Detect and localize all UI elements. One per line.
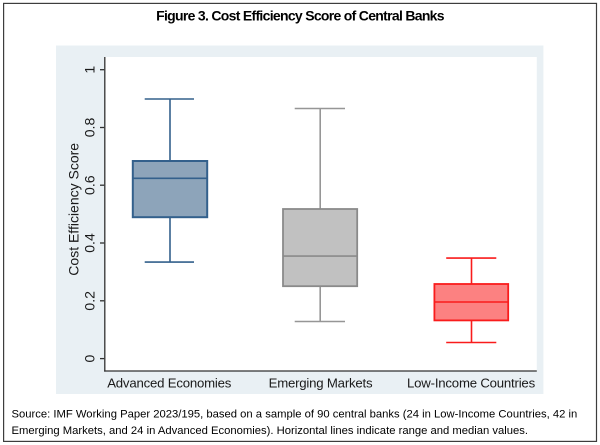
svg-text:Advanced Economies: Advanced Economies — [107, 376, 232, 391]
svg-text:Emerging Markets, and 24 in Ad: Emerging Markets, and 24 in Advanced Eco… — [12, 425, 529, 437]
svg-text:Source: IMF Working Paper 2023: Source: IMF Working Paper 2023/195, base… — [12, 409, 578, 421]
svg-text:Cost Efficiency Score: Cost Efficiency Score — [66, 143, 82, 276]
svg-text:Emerging Markets: Emerging Markets — [269, 376, 373, 391]
svg-text:Low-Income Countries: Low-Income Countries — [407, 376, 536, 391]
svg-text:0.8: 0.8 — [82, 118, 98, 138]
svg-text:0: 0 — [82, 355, 98, 363]
svg-text:0.2: 0.2 — [82, 291, 98, 311]
svg-text:0.4: 0.4 — [82, 233, 98, 253]
svg-text:0.6: 0.6 — [82, 175, 98, 195]
svg-text:Figure 3. Cost Efficiency Scor: Figure 3. Cost Efficiency Score of Centr… — [156, 8, 445, 24]
svg-text:1: 1 — [82, 66, 98, 74]
